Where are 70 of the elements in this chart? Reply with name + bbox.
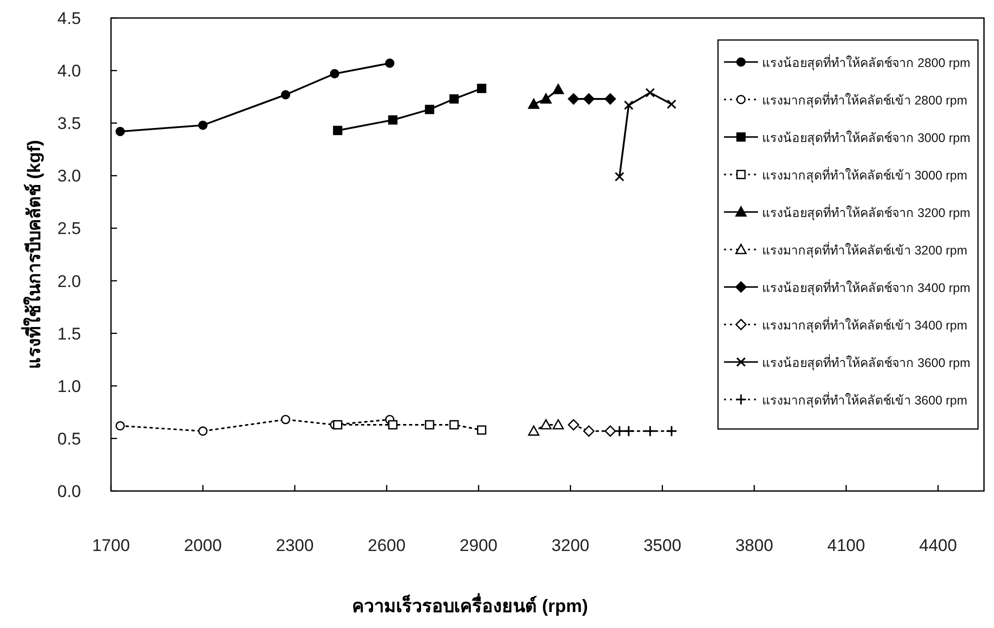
legend-label: แรงน้อยสุดที่ทำให้คลัตช์จาก 3000 rpm bbox=[762, 129, 970, 146]
point bbox=[388, 420, 398, 430]
y-tick-label: 1.0 bbox=[57, 376, 81, 396]
point bbox=[540, 419, 552, 430]
point bbox=[624, 100, 634, 110]
x-tick-label: 3200 bbox=[552, 536, 590, 555]
point bbox=[614, 425, 626, 437]
point bbox=[116, 421, 125, 430]
point bbox=[476, 425, 486, 435]
point bbox=[552, 419, 564, 430]
point bbox=[583, 93, 595, 105]
point bbox=[449, 420, 459, 430]
point bbox=[333, 420, 342, 430]
legend-label: แรงน้อยสุดที่ทำให้คลัตช์จาก 3200 rpm bbox=[762, 204, 970, 221]
point bbox=[198, 120, 208, 130]
legend-label: แรงมากสุดที่ทำให้คลัตช์เข้า 3600 rpm bbox=[762, 392, 968, 408]
y-tick-label: 3.0 bbox=[57, 166, 81, 186]
x-tick-label: 3500 bbox=[643, 536, 682, 555]
x-tick-label: 2900 bbox=[460, 536, 498, 555]
point bbox=[568, 419, 580, 430]
y-tick-label: 4.0 bbox=[57, 62, 81, 81]
y-tick-label: 2.5 bbox=[57, 219, 81, 238]
point bbox=[614, 172, 624, 182]
x-tick-label: 1700 bbox=[92, 536, 130, 555]
y-tick-label: 2.0 bbox=[57, 272, 81, 291]
point bbox=[330, 69, 340, 78]
y-tick-label: 3.5 bbox=[57, 114, 81, 134]
point bbox=[280, 414, 290, 424]
point bbox=[552, 84, 564, 94]
point bbox=[666, 425, 678, 437]
legend-label: แรงน้อยสุดที่ทำให้คลัตช์จาก 2800 rpm bbox=[762, 54, 970, 71]
y-tick-label: 4.5 bbox=[57, 9, 81, 28]
legend-label: แรงน้อยสุดที่ทำให้คลัตช์จาก 3600 rpm bbox=[762, 354, 970, 371]
point bbox=[424, 104, 434, 114]
point bbox=[583, 425, 595, 437]
y-tick-label: 1.5 bbox=[57, 324, 81, 344]
point bbox=[644, 425, 656, 437]
point bbox=[622, 425, 634, 437]
x-tick-label: 4100 bbox=[827, 536, 866, 555]
legend-label: แรงน้อยสุดที่ทำให้คลัตช์จาก 3400 rpm bbox=[762, 279, 970, 296]
point bbox=[385, 58, 394, 68]
point bbox=[604, 425, 616, 437]
point bbox=[528, 425, 540, 436]
x-tick-label: 2300 bbox=[276, 536, 314, 555]
point bbox=[666, 99, 676, 109]
point bbox=[528, 98, 540, 109]
legend-label: แรงมากสุดที่ทำให้คลัตช์เข้า 2800 rpm bbox=[762, 92, 968, 108]
y-tick-label: 0.0 bbox=[57, 482, 81, 501]
x-tick-label: 2600 bbox=[368, 536, 406, 555]
point bbox=[568, 93, 580, 105]
x-axis-title: ความเร็วรอบเครื่องยนต์ (rpm) bbox=[352, 593, 588, 616]
point bbox=[388, 115, 398, 125]
point bbox=[198, 426, 208, 436]
point bbox=[333, 126, 342, 136]
point bbox=[280, 90, 290, 100]
x-tick-label: 3800 bbox=[735, 536, 774, 555]
point bbox=[645, 88, 655, 98]
point bbox=[116, 126, 125, 136]
legend-label: แรงมากสุดที่ทำให้คลัตช์เข้า 3000 rpm bbox=[762, 166, 968, 184]
x-tick-label: 4400 bbox=[919, 536, 957, 555]
point bbox=[604, 93, 616, 105]
point bbox=[476, 84, 486, 94]
point bbox=[424, 420, 434, 430]
legend-label: แรงมากสุดที่ทำให้คลัตช์เข้า 3200 rpm bbox=[762, 242, 968, 258]
point bbox=[540, 93, 552, 104]
point bbox=[449, 94, 459, 104]
x-tick-label: 2000 bbox=[184, 536, 222, 555]
y-axis-title: แรงที่ใช้ในการบีบคลัตช์ (kgf) bbox=[21, 140, 44, 369]
legend-label: แรงมากสุดที่ทำให้คลัตช์เข้า 3400 rpm bbox=[762, 316, 968, 334]
y-tick-label: 0.5 bbox=[57, 429, 81, 448]
